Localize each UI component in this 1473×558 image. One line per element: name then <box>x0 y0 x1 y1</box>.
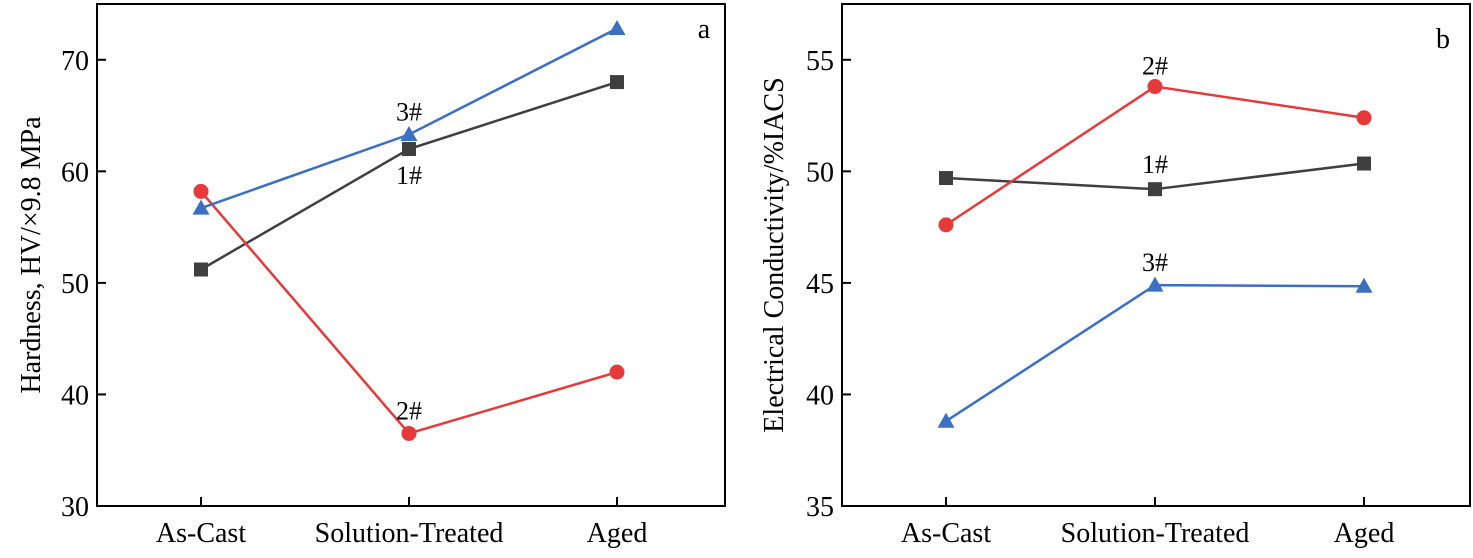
y-tick-label: 50 <box>806 157 834 188</box>
data-point-1 <box>939 171 953 186</box>
data-point-3 <box>1355 277 1373 293</box>
y-tick-label: 55 <box>806 46 834 77</box>
series-line-3 <box>945 283 1365 423</box>
data-point-3 <box>608 20 626 36</box>
series-annotation: 3# <box>396 98 422 127</box>
x-tick-label: Solution-Treated <box>1061 518 1250 549</box>
data-point-1 <box>1357 156 1371 171</box>
y-tick-label: 40 <box>806 380 834 411</box>
chart-panel-a: 30 40 50 60 70 As-Cast Solution-Treated Aged Har… <box>16 3 726 549</box>
chart-panel-b: 35 40 45 50 55 As-Cast Solution-Treated Aged Ele… <box>759 3 1471 549</box>
x-tick-label: Aged <box>587 518 648 549</box>
plot-frame <box>96 3 726 507</box>
y-tick-label: 60 <box>61 157 89 188</box>
data-point-3 <box>400 126 418 142</box>
panel-letter: a <box>698 14 711 45</box>
series-annotation: 3# <box>1142 248 1168 277</box>
data-point-3 <box>937 412 955 428</box>
y-axis-title: Electrical Conductivity/%IACS <box>759 77 790 432</box>
data-point-2 <box>1356 110 1372 126</box>
data-point-1 <box>1148 182 1162 197</box>
y-tick-label: 70 <box>61 46 89 77</box>
x-tick-label: Solution-Treated <box>315 518 504 549</box>
data-point-3 <box>1146 276 1164 292</box>
series-annotation: 2# <box>1142 52 1168 81</box>
y-axis-title: Hardness, HV/×9.8 MPa <box>16 116 47 394</box>
data-point-2 <box>193 183 209 199</box>
y-tick-label: 40 <box>61 380 89 411</box>
y-tick-label: 45 <box>806 269 834 300</box>
data-point-1 <box>610 75 624 90</box>
x-tick-label: Aged <box>1334 518 1395 549</box>
data-point-2 <box>1147 79 1163 95</box>
data-point-3 <box>192 199 210 215</box>
data-point-1 <box>194 262 208 277</box>
x-tick-label: As-Cast <box>901 518 991 549</box>
series-annotation: 1# <box>396 161 422 190</box>
x-tick-label: As-Cast <box>156 518 246 549</box>
y-tick-label: 35 <box>806 492 834 523</box>
data-point-2 <box>609 364 625 380</box>
series-annotation: 2# <box>396 396 422 425</box>
panel-letter: b <box>1436 24 1450 55</box>
y-tick-label: 50 <box>61 269 89 300</box>
data-point-2 <box>401 425 417 441</box>
y-tick-label: 30 <box>61 492 89 523</box>
data-point-2 <box>938 217 954 233</box>
data-point-1 <box>402 142 416 157</box>
series-annotation: 1# <box>1142 150 1168 179</box>
